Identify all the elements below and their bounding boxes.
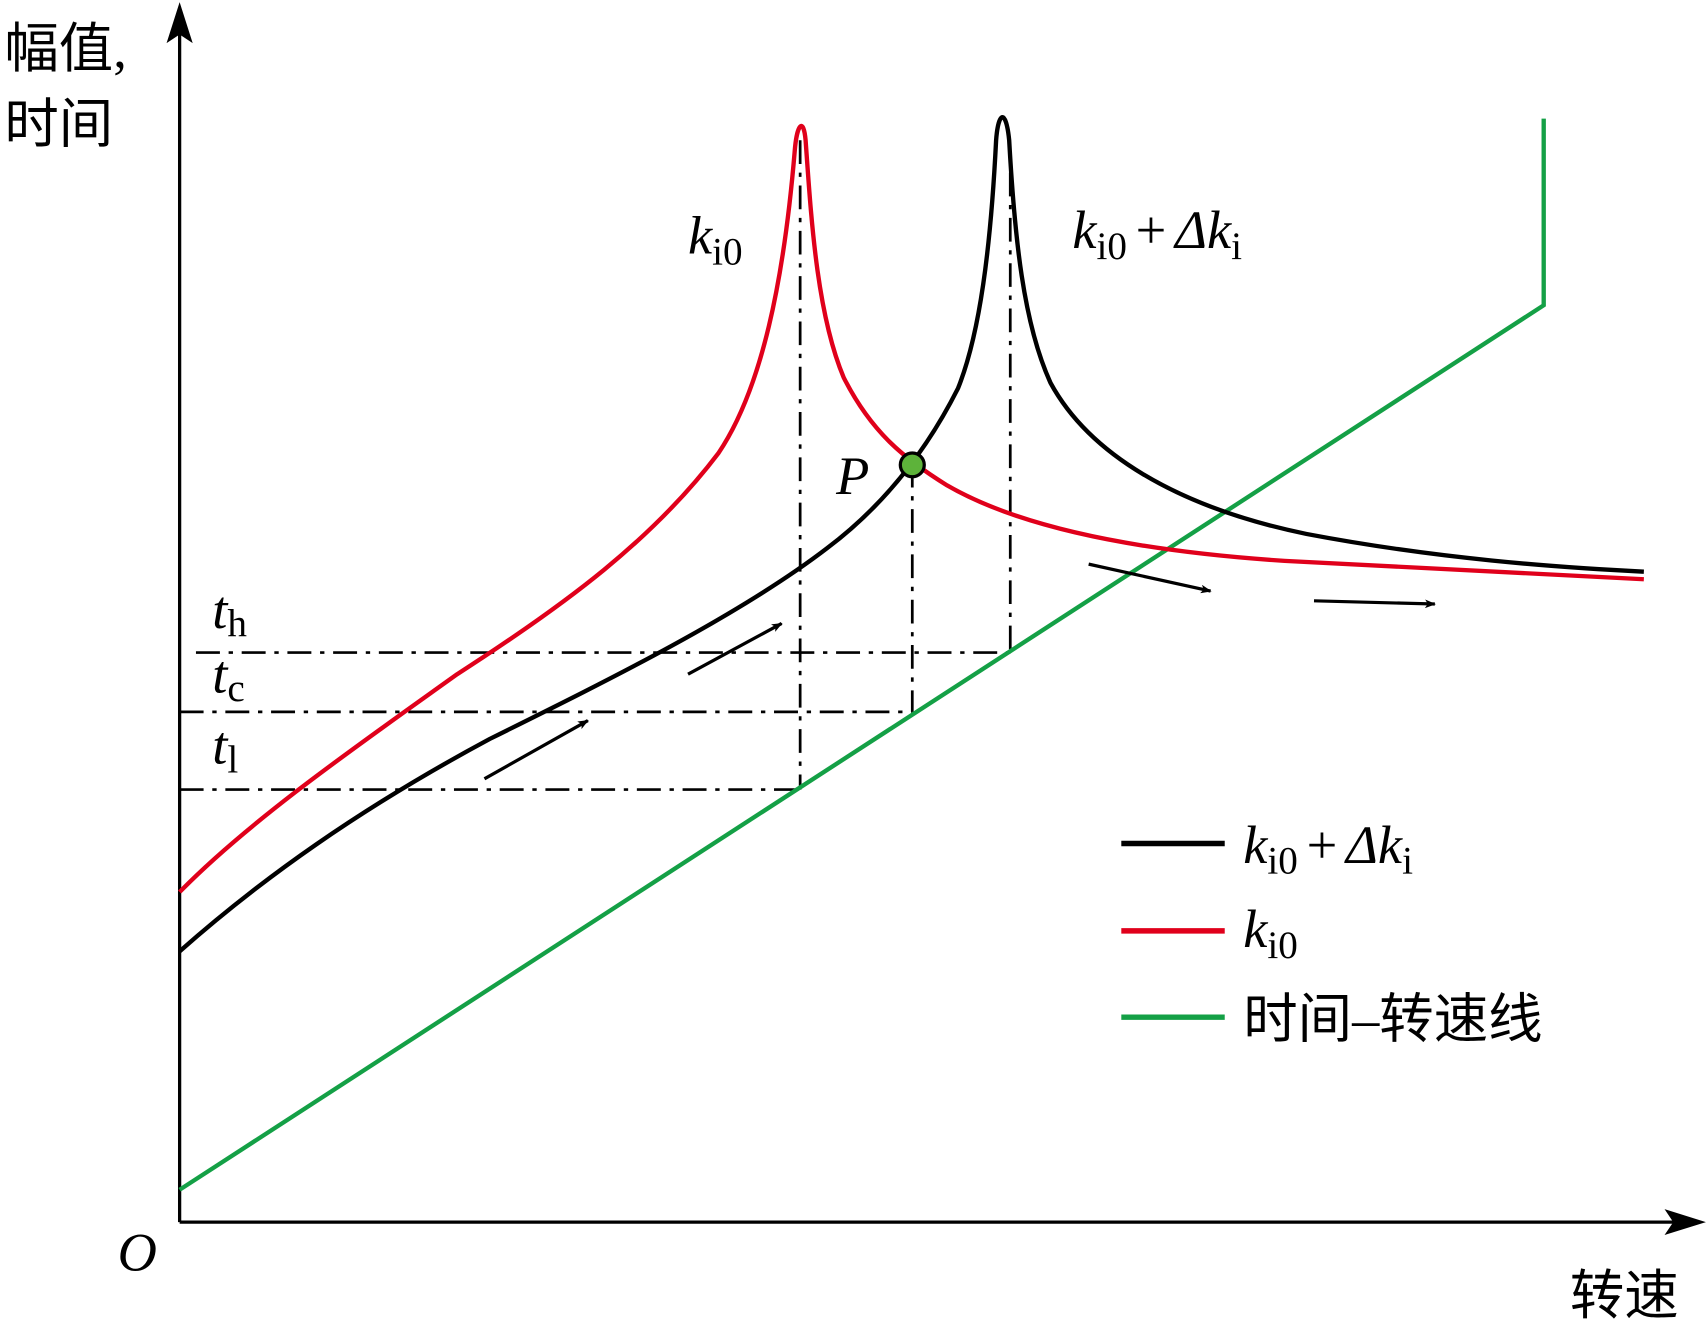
legend: ki0 + Δki ki0 时间–转速线 [1121, 815, 1543, 1050]
y-axis-arrow [166, 2, 193, 44]
arrow [1088, 562, 1212, 594]
dk-sub: i [1402, 840, 1413, 883]
arrow [687, 622, 783, 676]
level-label: tl [212, 716, 238, 781]
origin-label: O [118, 1223, 157, 1283]
level-base: t [212, 580, 229, 640]
level-base: t [212, 716, 229, 776]
point-p [898, 451, 926, 479]
y-axis-label: 幅值, [4, 19, 126, 79]
plus: + [1307, 815, 1338, 875]
plus: + [1136, 200, 1167, 260]
x-axis-arrow [1664, 1209, 1706, 1236]
level-sub: h [227, 603, 247, 646]
k: k [1072, 200, 1097, 260]
arrow [1313, 599, 1436, 609]
level-sub: l [227, 738, 238, 781]
k: k [1243, 815, 1268, 875]
legend-label: 时间–转速线 [1243, 990, 1542, 1050]
k-sub: i0 [1267, 840, 1297, 883]
black-curve-label: ki0 + Δki [1072, 200, 1242, 268]
x-axis-label: 转速 [1570, 1266, 1679, 1326]
black-curve [178, 115, 1644, 953]
dk: Δk [1344, 815, 1403, 875]
k-sub: i0 [1096, 225, 1126, 268]
legend-label: ki0 [1243, 899, 1298, 967]
dk-sub: i [1231, 225, 1242, 268]
legend-label: ki0 + Δki [1243, 815, 1413, 883]
red-curve-label: ki0 [688, 206, 743, 274]
k-sub: i0 [1267, 924, 1297, 967]
k: k [688, 206, 713, 266]
k: k [1243, 899, 1268, 959]
k-sub: i0 [712, 230, 742, 273]
green-line [178, 118, 1546, 1192]
point-label: P [835, 446, 869, 506]
arrows [483, 562, 1436, 781]
arrow [483, 719, 589, 781]
level-base: t [212, 645, 229, 705]
y-axis-label: 时间 [4, 95, 113, 155]
guides [179, 140, 1012, 791]
level-label: th [212, 580, 247, 645]
level-label: tc [212, 645, 245, 710]
dk: Δk [1173, 200, 1232, 260]
red-curve [178, 123, 1644, 894]
level-sub: c [227, 667, 244, 710]
